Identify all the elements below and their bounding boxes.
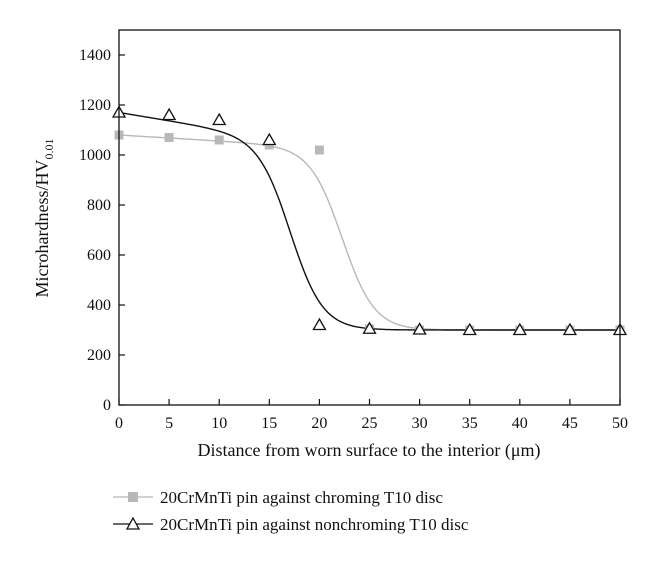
x-axis-title: Distance from worn surface to the interi… (197, 440, 540, 461)
triangle-point (362, 321, 377, 334)
square-point (164, 133, 174, 142)
x-tick-label: 20 (311, 415, 327, 432)
triangle-point (562, 322, 578, 336)
x-tick-label: 5 (165, 415, 173, 432)
plot-frame (118, 29, 621, 406)
triangle-point (312, 317, 327, 331)
fit-curve-series-0 (119, 134, 620, 331)
y-axis-ticks: 0 200 400 600 800 1000 1200 1400 (79, 47, 125, 414)
x-tick-label: 15 (261, 415, 277, 432)
y-tick-label: 200 (87, 347, 111, 364)
legend-label-nonchroming: 20CrMnTi pin against nonchroming T10 dis… (160, 515, 469, 534)
triangle-point (212, 112, 227, 126)
x-tick-label: 45 (562, 415, 578, 432)
y-tick-label: 0 (103, 397, 111, 414)
triangle-point (462, 322, 477, 336)
x-tick-label: 25 (362, 415, 378, 432)
triangle-point (512, 322, 527, 336)
y-tick-label: 1000 (79, 147, 111, 164)
square-point (214, 135, 224, 145)
fit-curves (119, 111, 620, 331)
y-tick-label: 1200 (79, 97, 111, 114)
legend-item-chroming: 20CrMnTi pin against chroming T10 disc (113, 488, 443, 507)
y-tick-label: 400 (87, 297, 111, 314)
legend-square-marker (128, 492, 138, 502)
legend-item-nonchroming: 20CrMnTi pin against nonchroming T10 dis… (113, 515, 469, 534)
y-axis-title-subscript: 0.01 (42, 139, 56, 160)
x-tick-label: 50 (612, 415, 628, 432)
y-tick-label: 1400 (79, 47, 111, 64)
x-axis-ticks: 0 5 10 15 20 25 30 35 40 45 50 (115, 399, 628, 432)
square-point (314, 145, 324, 155)
triangle-point (161, 107, 177, 121)
x-tick-label: 30 (412, 415, 428, 432)
legend-label-chroming: 20CrMnTi pin against chroming T10 disc (160, 488, 443, 507)
x-tick-label: 35 (462, 415, 478, 432)
x-tick-label: 40 (512, 415, 528, 432)
x-tick-label: 10 (211, 415, 227, 432)
triangle-point (412, 322, 427, 335)
y-axis-title: Microhardness/HV0.01 (32, 139, 56, 298)
x-tick-label: 0 (115, 415, 123, 432)
y-axis-title-main: Microhardness/HV (32, 160, 52, 298)
fit-curve-series-1 (119, 111, 620, 331)
legend-triangle-marker (125, 516, 141, 530)
y-tick-label: 800 (87, 197, 111, 214)
legend: 20CrMnTi pin against chroming T10 disc 2… (113, 488, 469, 534)
triangle-point (262, 132, 277, 146)
y-tick-label: 600 (87, 247, 111, 264)
